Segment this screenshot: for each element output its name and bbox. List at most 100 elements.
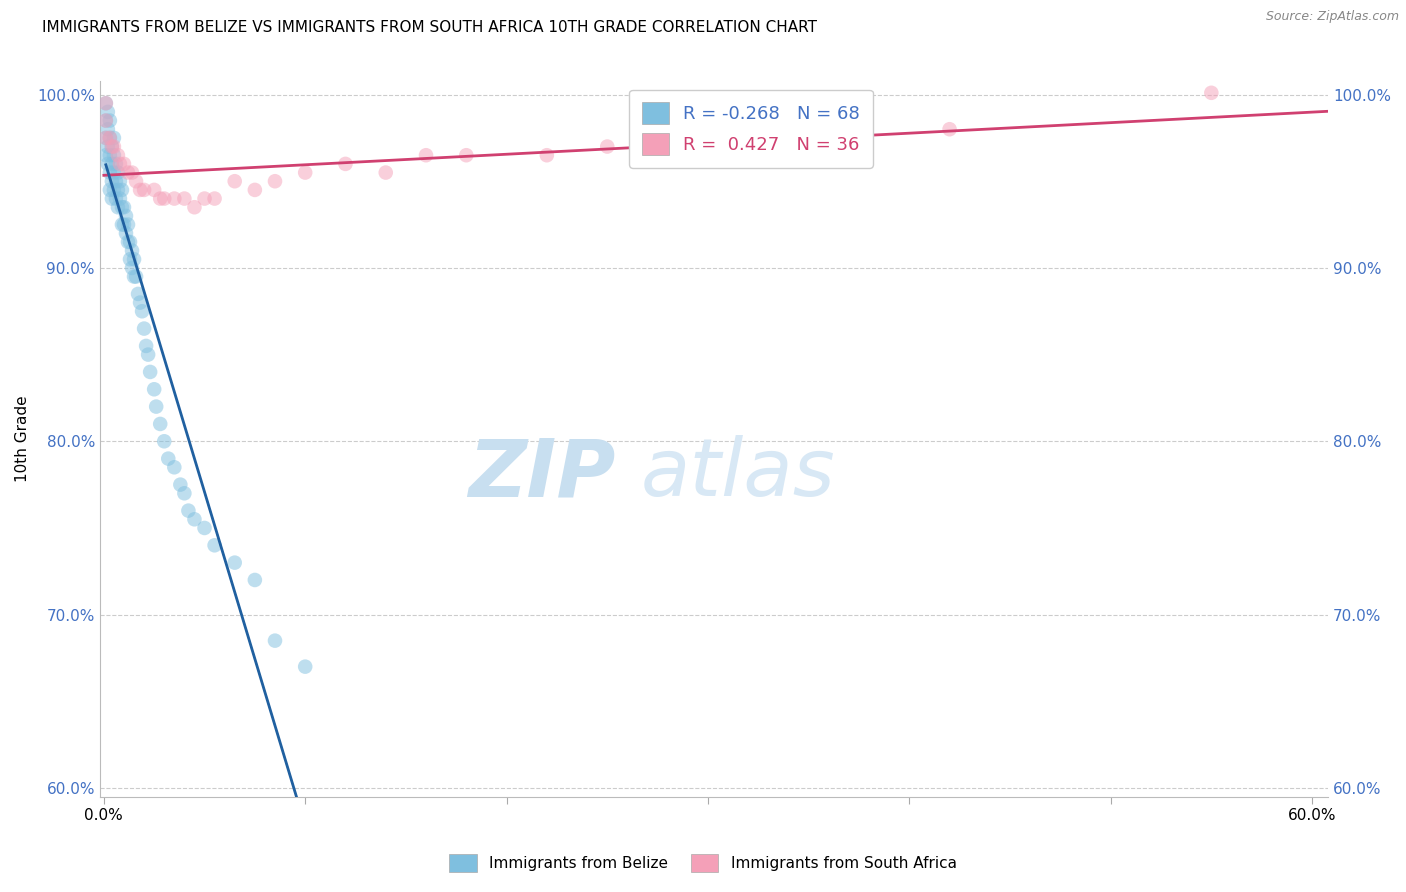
Text: atlas: atlas (640, 435, 835, 514)
Point (115, 226, 138, 240)
Point (157, 451, 180, 466)
Point (177, 503, 200, 517)
Point (103, 165, 125, 179)
Point (143, 183, 166, 197)
Point (108, 157, 131, 171)
Point (657, 139, 679, 153)
Point (163, 192, 186, 206)
Point (797, 131, 820, 145)
Point (132, 321, 155, 335)
Point (143, 382, 166, 396)
Point (153, 434, 176, 449)
Point (121, 260, 143, 275)
Point (1201, 86, 1223, 100)
Point (97, 157, 120, 171)
Point (94, 96, 117, 111)
Point (596, 139, 619, 153)
Point (118, 235, 141, 249)
Point (125, 269, 148, 284)
Point (536, 148, 558, 162)
Point (121, 244, 143, 258)
Point (204, 538, 226, 552)
Point (132, 183, 155, 197)
Point (101, 139, 124, 153)
Point (117, 165, 139, 179)
Point (456, 148, 478, 162)
Point (173, 192, 195, 206)
Point (103, 148, 125, 162)
Point (122, 269, 145, 284)
Point (264, 174, 287, 188)
Point (94, 148, 117, 162)
Point (224, 174, 246, 188)
Point (163, 460, 186, 475)
Point (107, 148, 129, 162)
Point (183, 200, 205, 214)
Point (104, 174, 127, 188)
Point (374, 165, 396, 179)
Point (111, 200, 134, 214)
Point (94, 131, 117, 145)
Point (103, 183, 125, 197)
Point (183, 512, 205, 526)
Legend: Immigrants from Belize, Immigrants from South Africa: Immigrants from Belize, Immigrants from … (441, 846, 965, 880)
Point (118, 252, 141, 267)
Point (294, 165, 316, 179)
Point (94, 113, 117, 128)
Point (149, 417, 172, 431)
Point (415, 148, 437, 162)
Point (193, 521, 215, 535)
Point (112, 157, 135, 171)
Point (108, 174, 131, 188)
Point (107, 200, 129, 214)
Point (153, 192, 176, 206)
Point (145, 400, 167, 414)
Point (173, 486, 195, 500)
Point (97, 122, 120, 136)
Point (103, 139, 125, 153)
Point (103, 131, 125, 145)
Point (111, 183, 134, 197)
Point (111, 218, 134, 232)
Point (101, 192, 124, 206)
Point (193, 192, 215, 206)
Point (104, 192, 127, 206)
Point (122, 252, 145, 267)
Point (94, 113, 117, 128)
Point (136, 348, 159, 362)
Point (117, 218, 139, 232)
Point (243, 183, 266, 197)
Text: Source: ZipAtlas.com: Source: ZipAtlas.com (1265, 10, 1399, 22)
Point (294, 659, 316, 673)
Y-axis label: 10th Grade: 10th Grade (15, 395, 30, 482)
Point (135, 339, 157, 353)
Point (101, 139, 124, 153)
Point (98, 183, 121, 197)
Point (169, 477, 191, 491)
Point (108, 192, 131, 206)
Text: IMMIGRANTS FROM BELIZE VS IMMIGRANTS FROM SOUTH AFRICA 10TH GRADE CORRELATION CH: IMMIGRANTS FROM BELIZE VS IMMIGRANTS FRO… (42, 20, 817, 35)
Point (94, 131, 117, 145)
Point (112, 200, 135, 214)
Text: ZIP: ZIP (468, 435, 616, 514)
Point (98, 113, 121, 128)
Point (243, 573, 266, 587)
Point (98, 165, 121, 179)
Point (98, 131, 121, 145)
Point (94, 96, 117, 111)
Legend: R = -0.268   N = 68, R =  0.427   N = 36: R = -0.268 N = 68, R = 0.427 N = 36 (628, 90, 873, 168)
Point (129, 183, 152, 197)
Point (97, 139, 120, 153)
Point (149, 192, 172, 206)
Point (107, 183, 129, 197)
Point (204, 192, 226, 206)
Point (139, 365, 162, 379)
Point (98, 148, 121, 162)
Point (131, 304, 153, 318)
Point (104, 157, 127, 171)
Point (101, 174, 124, 188)
Point (129, 295, 152, 310)
Point (112, 218, 135, 232)
Point (101, 157, 124, 171)
Point (97, 104, 120, 119)
